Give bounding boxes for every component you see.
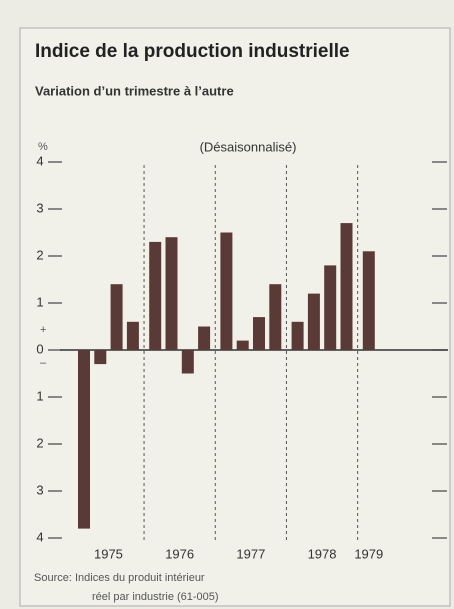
x-tick-label: 1976 (165, 546, 194, 561)
bar (198, 326, 211, 350)
chart-title: Indice de la production industrielle (35, 41, 350, 62)
bar (165, 237, 178, 350)
sign-plus: + (40, 324, 46, 336)
y-tick-label: 1 (36, 388, 43, 403)
bar (269, 284, 282, 350)
bar (220, 232, 233, 350)
bar (253, 317, 265, 350)
y-tick-label: 3 (36, 200, 43, 215)
y-tick-label: 0 (36, 341, 43, 356)
bar (307, 293, 320, 350)
bar (78, 350, 90, 529)
bar (181, 350, 194, 374)
y-tick-label: 3 (36, 482, 43, 497)
x-tick-label: 1975 (94, 546, 123, 561)
y-tick-label: 2 (36, 435, 43, 450)
bar (110, 284, 123, 350)
x-tick-label: 1977 (236, 546, 265, 561)
y-tick-label: 1 (36, 294, 43, 309)
bar (236, 340, 249, 350)
y-tick-label: 4 (36, 153, 43, 168)
subtitle: Variation d’un trimestre à l’autre (35, 83, 234, 98)
source: Source: Indices du produit intérieur (34, 572, 205, 584)
bar (291, 321, 304, 350)
bar (94, 350, 107, 365)
frame (19, 27, 451, 607)
bar (362, 251, 375, 350)
bar (340, 223, 353, 350)
bar (126, 321, 139, 350)
sign-minus: – (40, 357, 47, 369)
x-tick-label: 1978 (308, 546, 337, 561)
bar (149, 241, 162, 350)
x-tick-label: 1979 (354, 546, 383, 561)
bar (324, 265, 337, 350)
y-tick-label: 2 (36, 247, 43, 262)
source: réel par industrie (61-005) (92, 591, 219, 603)
annotation: (Désaisonnalisé) (200, 139, 297, 154)
y-unit: % (38, 141, 48, 153)
y-tick-label: 4 (36, 529, 43, 544)
